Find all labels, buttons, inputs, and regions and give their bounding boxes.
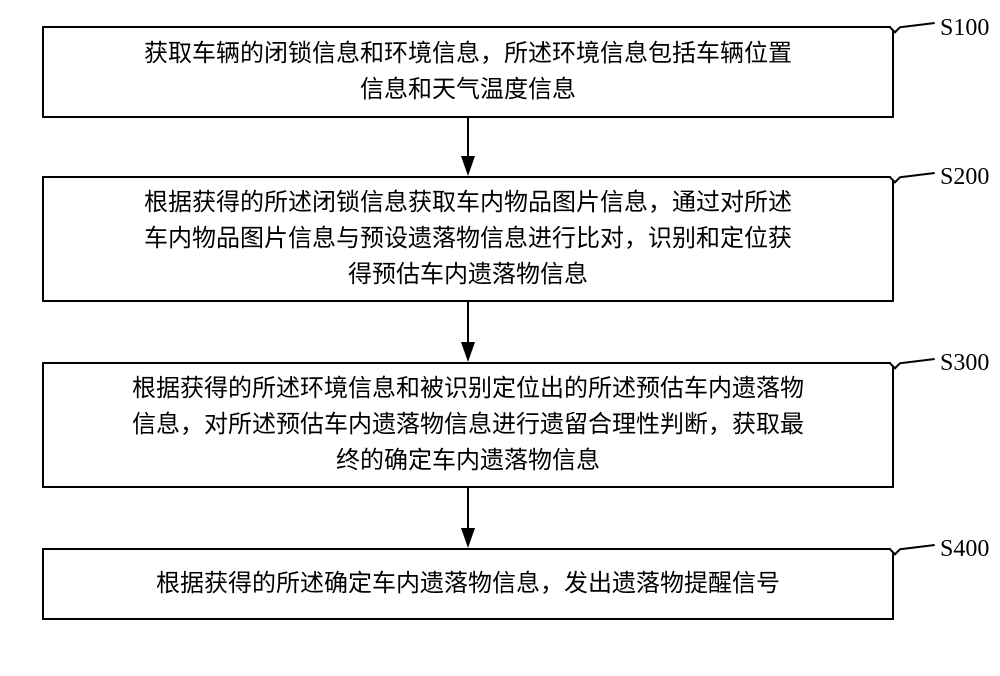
step-label-s300: S300 — [940, 350, 989, 377]
flow-node-s100: 获取车辆的闭锁信息和环境信息，所述环境信息包括车辆位置 信息和天气温度信息 — [42, 26, 894, 118]
flow-node-text: 根据获得的所述环境信息和被识别定位出的所述预估车内遗落物 信息，对所述预估车内遗… — [132, 371, 804, 479]
flow-arrow — [454, 302, 482, 362]
step-label-s100: S100 — [940, 15, 989, 42]
flow-node-s400: 根据获得的所述确定车内遗落物信息，发出遗落物提醒信号 — [42, 548, 894, 620]
flow-node-text: 根据获得的所述闭锁信息获取车内物品图片信息，通过对所述 车内物品图片信息与预设遗… — [144, 185, 792, 293]
flow-arrow — [454, 118, 482, 176]
flow-node-s300: 根据获得的所述环境信息和被识别定位出的所述预估车内遗落物 信息，对所述预估车内遗… — [42, 362, 894, 488]
flow-node-s200: 根据获得的所述闭锁信息获取车内物品图片信息，通过对所述 车内物品图片信息与预设遗… — [42, 176, 894, 302]
flow-node-text: 获取车辆的闭锁信息和环境信息，所述环境信息包括车辆位置 信息和天气温度信息 — [144, 36, 792, 108]
flowchart-canvas: 获取车辆的闭锁信息和环境信息，所述环境信息包括车辆位置 信息和天气温度信息 S10… — [0, 0, 1000, 676]
step-label-s400: S400 — [940, 536, 989, 563]
flow-node-text: 根据获得的所述确定车内遗落物信息，发出遗落物提醒信号 — [156, 566, 780, 602]
step-label-s200: S200 — [940, 164, 989, 191]
flow-arrow — [454, 488, 482, 548]
